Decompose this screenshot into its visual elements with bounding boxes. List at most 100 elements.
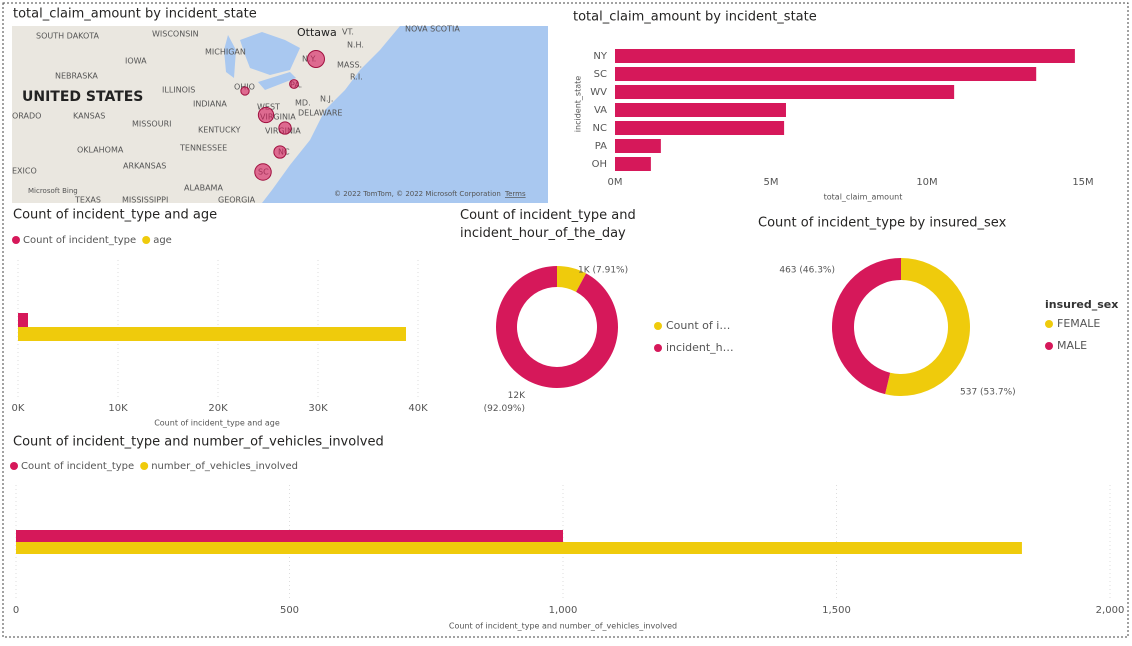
x-tick-label: 5M — [764, 177, 779, 188]
map-label: N.J. — [320, 95, 333, 104]
legend-label: number_of_vehicles_involved — [151, 461, 298, 472]
bar — [16, 530, 563, 542]
map-label: ALABAMA — [184, 184, 223, 193]
x-axis-label: total_claim_amount — [824, 193, 903, 202]
map-label: IOWA — [125, 57, 147, 66]
donut-slice — [885, 258, 970, 396]
legend-marker — [10, 462, 18, 470]
bar — [615, 85, 955, 99]
map-bubble — [289, 79, 299, 89]
lake-michigan — [224, 35, 236, 78]
lake-erie — [258, 72, 296, 90]
y-tick-label: SC — [594, 69, 607, 80]
legend-marker — [1045, 320, 1053, 328]
map-attribution: © 2022 TomTom, © 2022 Microsoft Corporat… — [334, 190, 501, 198]
map-label: EXICO — [12, 167, 37, 176]
map-label: MISSISSIPPI — [122, 196, 168, 205]
x-tick-label: 500 — [280, 605, 299, 616]
map-bubble — [254, 163, 272, 181]
bar — [18, 327, 406, 341]
legend-label: Count of incident_type — [21, 461, 134, 472]
map-label: MICHIGAN — [205, 48, 246, 57]
map-label: GEORGIA — [218, 196, 256, 205]
map-label: TENNESSEE — [179, 144, 227, 153]
bar — [615, 67, 1037, 81]
y-tick-label: WV — [590, 87, 607, 98]
legend-label: Count of incident_type — [23, 235, 136, 246]
legend-marker — [142, 236, 151, 244]
legend-label: age — [153, 235, 172, 246]
legend-label: Count of i… — [666, 319, 730, 332]
map-label: ARKANSAS — [123, 162, 166, 171]
ocean — [262, 26, 548, 203]
donut-slice — [832, 258, 901, 395]
map-label: DELAWARE — [298, 109, 342, 118]
map-label: VT. — [342, 28, 354, 37]
chart-title: Count of incident_type and incident_hour_… — [460, 208, 636, 241]
x-axis-label: Count of incident_type and age — [154, 419, 280, 428]
map-terms: Terms — [504, 190, 526, 198]
map-label: MASS. — [337, 61, 362, 70]
legend-marker — [12, 236, 20, 244]
bar — [615, 157, 651, 171]
donut-slice — [557, 266, 587, 292]
map-label: MD. — [295, 99, 311, 108]
bar — [16, 542, 1022, 554]
map-bubble — [240, 86, 250, 96]
bar — [615, 103, 786, 117]
map-label: SOUTH DAKOTA — [36, 32, 100, 41]
map-label: R.I. — [350, 73, 363, 82]
map-label: ORADO — [12, 112, 41, 121]
x-tick-label: 2,000 — [1096, 605, 1125, 616]
bar — [615, 121, 785, 135]
x-tick-label: 0M — [608, 177, 623, 188]
map-label: UNITED STATES — [22, 89, 143, 105]
map-bubble — [307, 50, 325, 68]
legend-marker — [140, 462, 149, 470]
legend-marker — [1045, 342, 1053, 350]
map-label: NEBRASKA — [55, 72, 98, 81]
map-provider: Microsoft Bing — [28, 187, 78, 195]
legend-label: incident_h… — [666, 341, 734, 354]
y-tick-label: NY — [593, 51, 607, 62]
x-tick-label: 20K — [208, 403, 228, 414]
x-tick-label: 10M — [916, 177, 937, 188]
map-label: TEXAS — [74, 196, 101, 205]
data-label: 463 (46.3%) — [779, 266, 835, 276]
x-tick-label: 10K — [108, 403, 128, 414]
x-tick-label: 0K — [12, 403, 25, 414]
chart-title: Count of incident_type by insured_sex — [758, 216, 1007, 231]
y-tick-label: OH — [592, 159, 607, 170]
map-label: KANSAS — [73, 112, 105, 121]
y-axis-label: incident_state — [574, 76, 583, 132]
map-label: WEST — [257, 103, 280, 112]
bar — [18, 313, 28, 327]
map-label: Ottawa — [297, 26, 337, 39]
legend-label: FEMALE — [1057, 317, 1100, 330]
bar — [615, 49, 1075, 63]
map-label: INDIANA — [193, 100, 227, 109]
map-label: OKLAHOMA — [77, 146, 124, 155]
legend-title: insured_sex — [1045, 298, 1118, 311]
data-label: 1K (7.91%) — [578, 266, 628, 276]
y-tick-label: PA — [595, 141, 607, 152]
x-tick-label: 30K — [308, 403, 328, 414]
x-tick-label: 1,500 — [822, 605, 851, 616]
x-tick-label: 15M — [1072, 177, 1093, 188]
map — [12, 26, 548, 203]
chart-title: Count of incident_type and age — [13, 208, 217, 223]
map-label: N.H. — [347, 41, 364, 50]
chart-title: total_claim_amount by incident_state — [13, 7, 257, 22]
map-label: MISSOURI — [132, 120, 172, 129]
map-label: ILLINOIS — [162, 86, 195, 95]
map-bubble — [257, 106, 275, 124]
map-bubble — [278, 121, 292, 135]
legend-marker — [654, 344, 662, 352]
map-bubble — [273, 145, 287, 159]
y-tick-label: NC — [593, 123, 607, 134]
x-tick-label: 40K — [408, 403, 428, 414]
y-tick-label: VA — [594, 105, 607, 116]
